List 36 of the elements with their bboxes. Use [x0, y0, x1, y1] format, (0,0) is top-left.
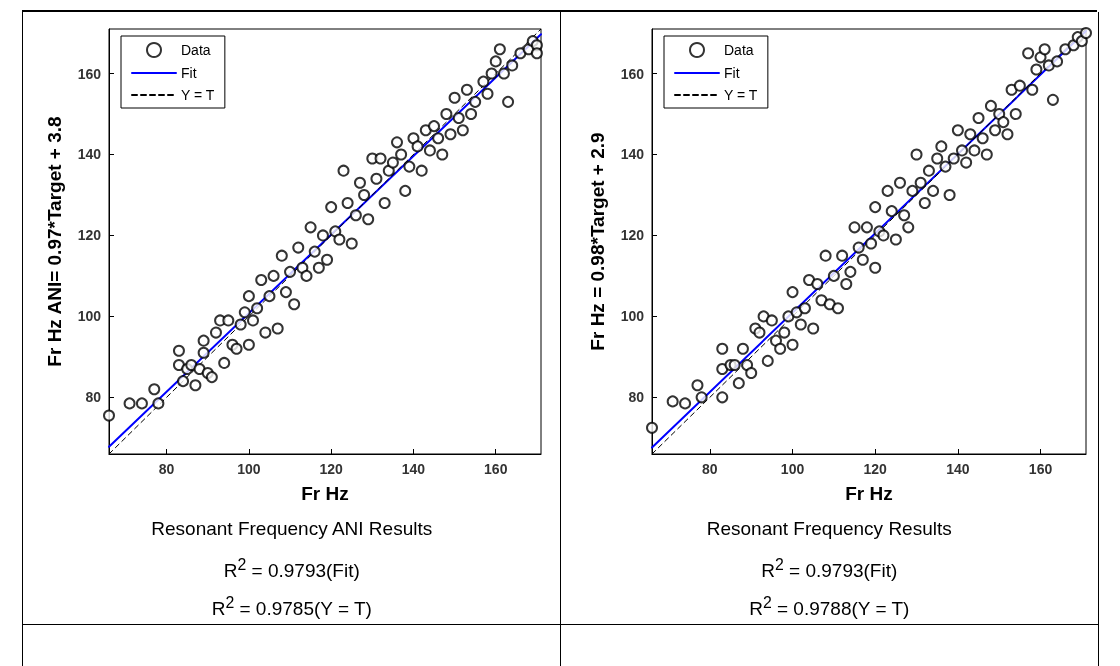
- legend-label: Fit: [181, 65, 197, 81]
- y-tick-label: 80: [627, 389, 644, 406]
- y-tick-label: 140: [77, 146, 102, 163]
- text: R$^{2}$ = 0.9793(Fit): [760, 556, 899, 583]
- y-tick-label: 140: [620, 146, 644, 163]
- y-tick-label: 160: [77, 65, 102, 82]
- text: R$^{2}$ = 0.9793(Fit): [222, 556, 361, 583]
- x-tick-label: 140: [401, 461, 426, 477]
- y-tick-label: 80: [85, 389, 102, 406]
- x-tick-label: 80: [158, 461, 175, 477]
- y-tick-label: 120: [620, 227, 644, 244]
- text: Resonant Frequency ANI Results: [150, 518, 434, 540]
- y-tick-label: 100: [620, 308, 644, 325]
- x-tick-label: 100: [780, 461, 804, 477]
- legend-label: Y = T: [181, 87, 215, 103]
- x-tick-label: 120: [863, 461, 887, 477]
- y-tick-label: 160: [620, 65, 644, 82]
- x-tick-label: 80: [701, 461, 718, 477]
- text: R$^{2}$ = 0.9788(Y = T): [748, 594, 911, 621]
- legend-label: Data: [723, 42, 754, 58]
- y-tick-label: 100: [77, 308, 102, 325]
- x-tick-label: 120: [319, 461, 344, 477]
- y-tick-label: 120: [77, 227, 102, 244]
- x-axis-title: Fr Hz: [844, 483, 893, 504]
- x-tick-label: 140: [945, 461, 970, 477]
- y-axis-title: Fr Hz ANI= 0.97*Target + 3.8: [44, 116, 65, 367]
- text: R$^{2}$ = 0.9785(Y = T): [210, 594, 373, 621]
- x-tick-label: 160: [484, 461, 508, 477]
- legend-label: Y = T: [723, 87, 758, 103]
- legend-label: Data: [181, 42, 211, 58]
- legend-label: Fit: [723, 65, 740, 81]
- y-axis-title: Fr Hz = 0.98*Target + 2.9: [586, 132, 608, 351]
- text: Resonant Frequency Results: [705, 518, 953, 540]
- x-tick-label: 160: [1028, 461, 1052, 477]
- x-axis-title: Fr Hz: [301, 483, 349, 504]
- x-tick-label: 100: [237, 461, 261, 477]
